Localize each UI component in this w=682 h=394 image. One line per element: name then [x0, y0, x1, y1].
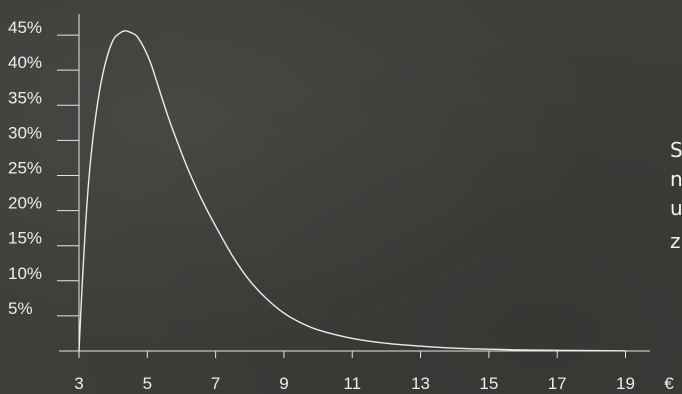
y-tick-label: 5%	[8, 299, 33, 318]
y-tick-label: 10%	[8, 264, 42, 283]
side-text-line-2: n	[670, 167, 682, 191]
y-tick-label: 15%	[8, 229, 42, 248]
y-tick-label: 30%	[8, 123, 42, 142]
side-text-line-4: z	[670, 229, 681, 253]
series-line	[78, 30, 626, 352]
x-tick-label: 5	[143, 374, 152, 393]
x-unit-label: €	[664, 374, 674, 393]
x-tick-label: 15	[479, 374, 498, 393]
x-tick-label: 7	[211, 374, 220, 393]
x-tick-label: 17	[548, 374, 567, 393]
y-ticks: 5% 10% 15% 20% 25% 30% 35% 40% 45%	[8, 18, 79, 318]
y-tick-label: 35%	[8, 88, 42, 107]
axes	[59, 14, 650, 352]
x-tick-label: 13	[411, 374, 430, 393]
y-tick-label: 45%	[8, 18, 42, 37]
x-tick-label: 9	[279, 374, 288, 393]
y-tick-label: 25%	[8, 158, 42, 177]
side-text-line-3: u	[670, 196, 682, 220]
x-tick-label: 19	[616, 374, 635, 393]
x-tick-label: 3	[74, 374, 83, 393]
x-ticks: 3 5 7 9 11 13 15 17 19	[74, 351, 635, 393]
y-tick-label: 20%	[8, 194, 42, 213]
y-tick-label: 40%	[8, 53, 42, 72]
side-text-line-1: S	[670, 138, 682, 162]
x-tick-label: 11	[343, 374, 361, 393]
